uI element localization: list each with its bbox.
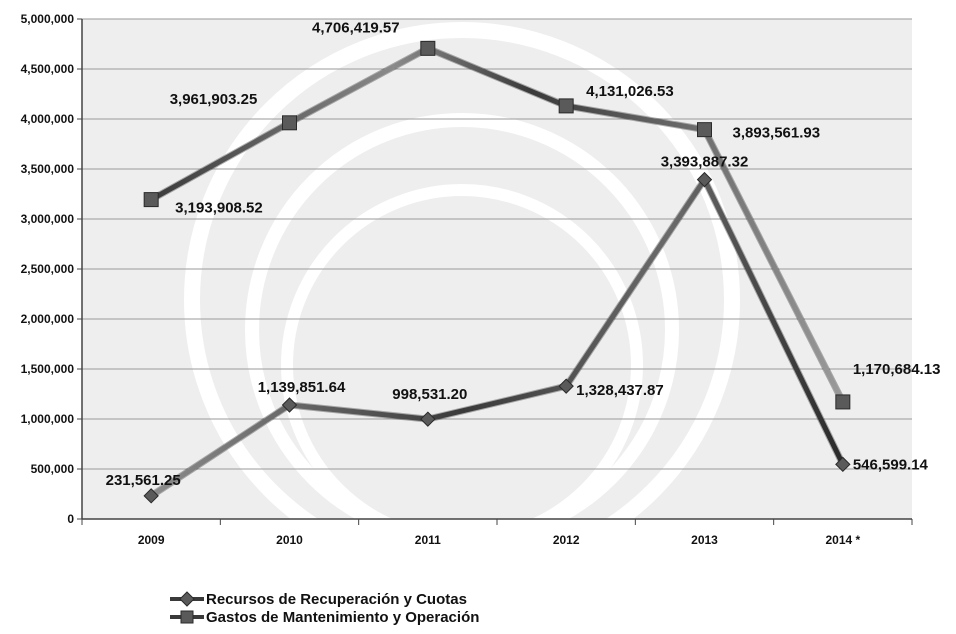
square-marker xyxy=(282,115,297,131)
data-label: 4,706,419.57 xyxy=(312,19,400,36)
x-tick-label: 2014 * xyxy=(825,533,860,547)
x-axis-ticks: 2009 2010 2011 2012 2013 2014 * xyxy=(81,519,913,547)
data-label: 4,131,026.53 xyxy=(586,83,674,100)
data-labels: 231,561.25 1,139,851.64 998,531.20 1,328,43… xyxy=(106,19,941,488)
legend-item-gastos: Gastos de Mantenimiento y Operación xyxy=(170,609,479,626)
x-tick-label: 2012 xyxy=(553,533,580,547)
x-tick-label: 2013 xyxy=(691,533,718,547)
y-tick-label: 4,500,000 xyxy=(21,62,75,76)
data-label: 3,393,887.32 xyxy=(661,154,749,171)
diamond-marker xyxy=(420,411,436,427)
legend-square-icon xyxy=(180,610,194,624)
data-label: 1,139,851.64 xyxy=(258,379,346,396)
square-marker xyxy=(558,98,574,114)
data-label: 1,170,684.13 xyxy=(853,361,941,378)
diamond-marker xyxy=(835,456,851,473)
y-tick-label: 4,000,000 xyxy=(21,112,75,126)
diamond-marker xyxy=(558,378,574,394)
legend-diamond-icon xyxy=(179,591,195,607)
square-marker xyxy=(697,122,712,138)
legend: Recursos de Recuperación y Cuotas Gastos… xyxy=(170,591,479,626)
y-tick-label: 500,000 xyxy=(31,462,75,476)
legend-label-recursos: Recursos de Recuperación y Cuotas xyxy=(206,591,467,608)
y-tick-label: 1,000,000 xyxy=(21,412,75,426)
data-label: 998,531.20 xyxy=(392,386,467,403)
y-tick-label: 3,000,000 xyxy=(21,212,75,226)
y-tick-label: 5,000,000 xyxy=(21,12,75,26)
series-markers xyxy=(143,40,851,504)
diamond-marker xyxy=(696,171,713,188)
y-tick-label: 1,500,000 xyxy=(21,362,75,376)
data-label: 3,193,908.52 xyxy=(175,200,263,217)
legend-label-gastos: Gastos de Mantenimiento y Operación xyxy=(206,609,479,626)
data-label: 231,561.25 xyxy=(106,472,181,489)
diamond-marker xyxy=(281,397,298,413)
data-label: 1,328,437.87 xyxy=(576,382,664,399)
series-lines xyxy=(147,44,847,500)
y-tick-label: 2,000,000 xyxy=(21,312,75,326)
series-line xyxy=(148,45,846,405)
data-label: 3,893,561.93 xyxy=(733,125,821,142)
series-line xyxy=(148,177,846,499)
y-tick-label: 3,500,000 xyxy=(21,162,75,176)
square-marker xyxy=(420,40,436,56)
square-marker xyxy=(143,192,159,208)
legend-item-recursos: Recursos de Recuperación y Cuotas xyxy=(170,591,467,608)
x-tick-label: 2010 xyxy=(276,533,303,547)
watermark-rings xyxy=(184,22,740,578)
y-tick-label: 0 xyxy=(67,512,74,526)
y-axis-ticks: 0 500,000 1,000,000 1,500,000 2,000,000 2,500… xyxy=(21,12,82,526)
data-label: 3,961,903.25 xyxy=(170,91,258,108)
watermark-ring-inner xyxy=(281,184,643,546)
x-tick-label: 2011 xyxy=(415,533,441,547)
square-marker xyxy=(835,394,851,410)
diamond-marker xyxy=(143,488,159,504)
data-label: 546,599.14 xyxy=(853,456,929,473)
gridlines xyxy=(82,18,912,470)
watermark-ring-outer xyxy=(184,22,740,578)
y-tick-label: 2,500,000 xyxy=(21,262,75,276)
x-tick-label: 2009 xyxy=(138,533,165,547)
